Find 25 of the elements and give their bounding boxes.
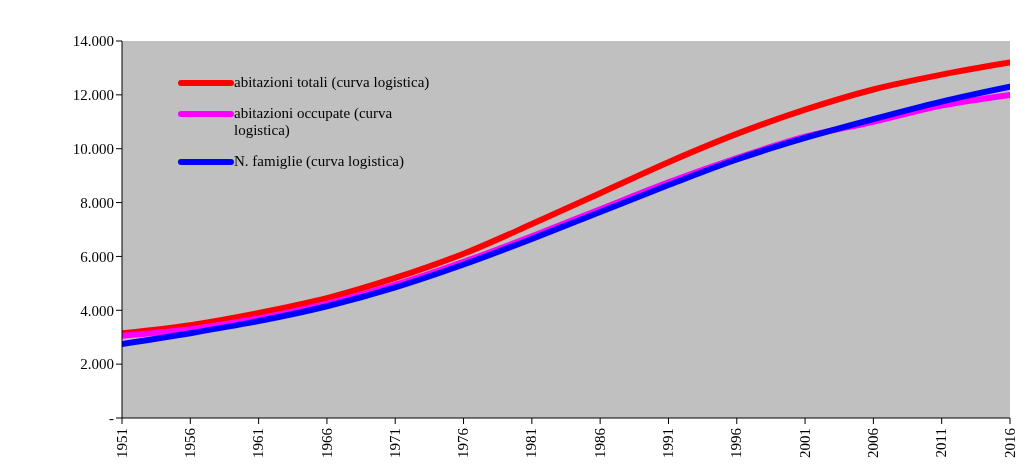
y-tick-label: 8.000 <box>80 194 114 211</box>
x-tick-label: 1956 <box>181 427 198 458</box>
y-tick-label: 14.000 <box>72 33 114 50</box>
y-tick-label: 10.000 <box>72 141 114 158</box>
x-tick-label: 1981 <box>523 428 540 458</box>
y-tick-label: 4.000 <box>80 302 114 319</box>
x-tick-label: 2001 <box>796 428 813 458</box>
legend-label: abitazioni totali (curva logistica) <box>234 74 431 91</box>
x-tick-label: 1951 <box>113 428 130 458</box>
x-tick-label: 1961 <box>250 428 267 458</box>
x-tick-label: 2016 <box>1001 427 1018 458</box>
legend-label: N. famiglie (curva logistica) <box>234 153 405 170</box>
x-tick-label: 2011 <box>933 428 950 458</box>
x-tick-label: 1966 <box>318 427 335 458</box>
x-tick-label: 1986 <box>591 427 608 458</box>
x-tick-label: 1971 <box>386 428 403 458</box>
x-tick-label: 2006 <box>865 427 882 458</box>
x-tick-label: 1991 <box>660 428 677 458</box>
y-tick-label: 6.000 <box>80 248 114 265</box>
x-tick-label: 1996 <box>728 427 745 458</box>
x-tick-label: 1976 <box>455 427 472 458</box>
y-tick-label: - <box>109 410 114 427</box>
legend-label: abitazioni occupate (curva logistica) <box>234 105 394 139</box>
y-tick-label: 12.000 <box>72 87 114 104</box>
y-tick-label: 2.000 <box>80 356 114 373</box>
